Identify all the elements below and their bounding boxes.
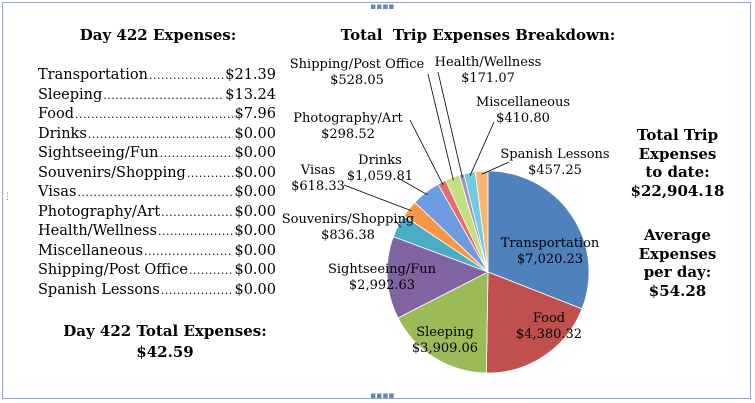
leader-line-health-wellness [437, 71, 463, 178]
chart-title: Total Trip Expenses Breakdown: [340, 26, 616, 44]
expense-row-health: Health/Wellness $0.00 [38, 222, 276, 242]
leader-line-photography-art [409, 119, 444, 186]
leader-line-drinks [397, 177, 428, 196]
daily-expenses-list: Transportation $21.39 Sleeping $13.24 Food… [38, 66, 276, 300]
expense-label: Souvenirs/Shopping [38, 164, 186, 181]
total-label-line: Total Trip [636, 126, 719, 144]
data-label-shipping-post-office: Shipping/Post Office $528.05 [290, 57, 425, 88]
data-label-sleeping: Sleeping $3,909.06 [412, 325, 478, 356]
expense-label: Shipping/Post Office [38, 262, 188, 278]
daily-total-label: Day 422 Total Expenses: [63, 322, 267, 340]
average-per-day-label: Average Expenses per day: [615, 226, 740, 282]
expense-value: $0.00 [234, 281, 276, 298]
leader-line-shipping-post-office [427, 73, 454, 181]
data-label-miscellaneous: Miscellaneous $410.80 [476, 95, 570, 126]
data-label-food: Food $4,380.32 [516, 311, 582, 342]
data-label-visas: Visas $618.33 [291, 163, 345, 194]
data-label-drinks: Drinks $1,059.81 [347, 153, 413, 184]
expense-row-sleeping: Sleeping $13.24 [38, 86, 276, 106]
data-label-photography-art: Photography/Art $298.52 [293, 111, 403, 142]
expense-label: Spanish Lessons [38, 281, 160, 298]
expense-row-drinks: Drinks $0.00 [38, 125, 276, 145]
leader-line-visas [343, 184, 412, 212]
pie-slice-sightseeing-fun[interactable] [386, 236, 489, 319]
expense-value: $0.00 [234, 145, 276, 161]
expense-value: $0.00 [234, 125, 276, 142]
expense-label: Health/Wellness [38, 223, 157, 239]
average-label-line: Expenses [638, 244, 717, 263]
average-label-line: Average [644, 226, 711, 244]
data-label-spanish-lessons: Spanish Lessons $457.25 [500, 147, 609, 178]
total-label-line: Expenses [638, 144, 717, 163]
expense-row-souvenirs: Souvenirs/Shopping $0.00 [38, 164, 276, 184]
leader-line-souvenirs-shopping [394, 219, 402, 228]
pie-slice-sleeping[interactable] [397, 271, 489, 374]
expense-row-miscellaneous: Miscellaneous $0.00 [38, 242, 276, 262]
total-trip-expenses-label: Total Trip Expenses to date: [615, 126, 740, 182]
expense-row-visas: Visas $0.00 [38, 183, 276, 203]
expense-value: $7.96 [234, 106, 276, 122]
expense-label: Miscellaneous [38, 242, 143, 259]
expense-label: Sightseeing/Fun [38, 145, 159, 161]
expense-label: Transportation [38, 67, 148, 83]
expense-label: Photography/Art [38, 203, 161, 220]
expense-row-photography: Photography/Art $0.00 [38, 203, 276, 223]
data-label-sightseeing-fun: Sightseeing/Fun $2,992.63 [328, 262, 437, 293]
total-label-line: to date: [645, 163, 710, 181]
data-label-health-wellness: Health/Wellness $171.07 [435, 55, 542, 86]
expense-label: Drinks [38, 125, 87, 142]
expense-value: $0.00 [234, 184, 276, 200]
expense-label: Visas [38, 184, 77, 200]
expense-value: $0.00 [234, 203, 276, 220]
expense-value: $0.00 [234, 223, 276, 239]
expense-label: Food [38, 106, 75, 122]
leader-line-spanish-lessons [481, 161, 510, 175]
daily-total-value: $42.59 [136, 343, 194, 361]
expense-value: $0.00 [234, 262, 276, 278]
expense-label: Sleeping [38, 86, 103, 103]
expense-value: $0.00 [234, 164, 276, 181]
total-trip-expenses-value: $22,904.18 [630, 182, 725, 200]
right-resize-handle[interactable]: ⋮ [746, 192, 755, 202]
expense-value: $13.24 [225, 86, 276, 103]
leader-line-miscellaneous [469, 121, 495, 176]
average-per-day-value: $54.28 [648, 282, 707, 300]
expense-row-shipping: Shipping/Post Office $0.00 [38, 261, 276, 281]
data-label-transportation: Transportation $7,020.23 [501, 236, 600, 267]
pie-slice-food[interactable] [485, 271, 583, 374]
daily-expenses-title: Day 422 Expenses: [79, 26, 237, 44]
expense-value: $0.00 [234, 242, 276, 259]
expense-row-sightseeing: Sightseeing/Fun $0.00 [38, 144, 276, 164]
left-resize-handle[interactable]: ⋮ [3, 192, 12, 202]
expense-row-food: Food $7.96 [38, 105, 276, 125]
data-label-souvenirs-shopping: Souvenirs/Shopping $836.38 [282, 212, 415, 243]
expense-value: $21.39 [225, 67, 276, 83]
expense-row-transportation: Transportation $21.39 [38, 66, 276, 86]
bottom-resize-handle[interactable]: ▪▪▪▪ [370, 391, 395, 401]
top-resize-handle[interactable]: ▪▪▪▪ [370, 2, 395, 12]
average-label-line: per day: [643, 263, 712, 281]
pie-slice-transportation[interactable] [487, 170, 590, 310]
expense-row-spanish-lessons: Spanish Lessons $0.00 [38, 281, 276, 301]
